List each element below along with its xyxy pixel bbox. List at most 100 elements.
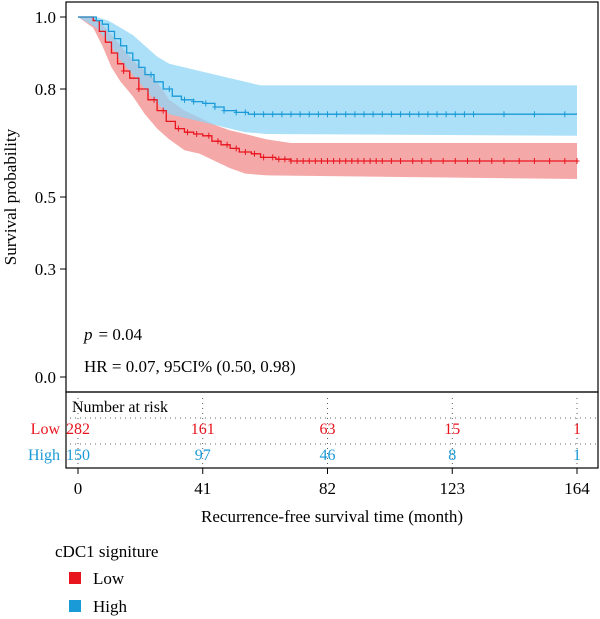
censor-mark-low (428, 158, 434, 164)
censor-mark-low (306, 158, 312, 164)
censor-mark-high (306, 111, 312, 118)
risk-count: 150 (66, 447, 90, 464)
confidence-bands (78, 17, 577, 179)
censor-mark-low (160, 107, 166, 114)
y-tick-label: 0.3 (35, 260, 56, 279)
censor-mark-low (379, 158, 385, 164)
p-value-annotation: p = 0.04 (83, 325, 143, 344)
censor-mark-low (325, 158, 330, 164)
censor-mark-low (489, 158, 495, 164)
censor-mark-low (121, 68, 127, 74)
y-axis-ticks: 0.0 0.3 0.5 0.8 1.0 (35, 8, 66, 387)
hr-annotation: HR = 0.07, 95CI% (0.50, 0.98) (84, 357, 296, 376)
risk-count: 97 (195, 447, 211, 464)
censor-mark-low (185, 129, 191, 136)
censor-mark-low (251, 150, 257, 157)
censor-mark-high (242, 109, 248, 116)
risk-count: 1 (573, 421, 581, 438)
censor-mark-low (331, 158, 337, 164)
censor-mark-high (270, 111, 276, 118)
censor-mark-low (136, 86, 142, 92)
risk-count: 1 (573, 447, 581, 464)
censor-mark-low (452, 158, 458, 164)
censor-mark-high (181, 96, 187, 103)
legend-swatch-high (69, 600, 81, 612)
censor-mark-low (516, 158, 522, 164)
band-low (78, 17, 577, 179)
censor-mark-low (282, 156, 288, 163)
censor-mark-high (398, 111, 404, 118)
censor-mark-low (294, 158, 300, 164)
risk-table: Number at risk Low 282 161 63 15 1 High 150 97 46… (28, 391, 599, 469)
censor-mark-low (300, 158, 306, 164)
censor-mark-high (471, 111, 477, 118)
censor-mark-low (419, 158, 425, 164)
censor-mark-low (398, 158, 404, 164)
risk-table-title: Number at risk (72, 399, 168, 416)
censor-mark-low (367, 158, 373, 164)
censor-mark-high (443, 111, 449, 118)
risk-count: 46 (320, 447, 336, 464)
censor-mark-low (261, 154, 267, 161)
censor-mark-high (352, 111, 358, 118)
censor-mark-high (501, 111, 507, 118)
risk-table-guides (70, 398, 598, 466)
x-tick-label: 164 (564, 479, 590, 498)
censor-mark-high (370, 111, 376, 118)
censor-mark-high (191, 98, 197, 105)
censor-mark-high (166, 86, 172, 92)
censor-mark-low (547, 158, 553, 164)
risk-count: 15 (444, 421, 460, 438)
band-high (78, 17, 577, 136)
censor-mark-low (343, 158, 349, 164)
censor-mark-high (325, 111, 330, 118)
censor-mark-low (440, 158, 446, 164)
censor-mark-low (531, 158, 537, 164)
censor-mark-high (434, 111, 440, 118)
censor-mark-high (562, 111, 568, 118)
censor-mark-low (574, 158, 580, 164)
censor-mark-low (242, 149, 248, 155)
x-axis-ticks: 0 41 82 123 164 (74, 468, 590, 498)
risk-table-rows: Low 282 161 63 15 1 High 150 97 46 8 1 (28, 421, 581, 464)
censor-mark-low (477, 158, 483, 164)
censor-mark-high (297, 111, 303, 118)
y-axis-label: Survival probability (1, 128, 20, 265)
censor-mark-low (501, 158, 507, 164)
censor-mark-low (270, 154, 276, 161)
risk-count: 8 (448, 447, 456, 464)
risk-table-frame (65, 391, 599, 469)
censor-mark-low (355, 158, 361, 164)
censor-mark-low (276, 156, 282, 163)
censor-mark-low (288, 158, 294, 164)
x-tick-label: 41 (194, 479, 211, 498)
censor-mark-low (233, 145, 239, 152)
x-tick-label: 82 (319, 479, 336, 498)
censor-mark-low (349, 158, 355, 164)
censor-mark-high (461, 111, 467, 118)
censor-mark-high (334, 111, 340, 118)
censor-mark-high (425, 111, 431, 118)
censor-mark-low (215, 138, 221, 145)
censor-mark-low (373, 158, 379, 164)
curve-low (78, 16, 577, 162)
censor-mark-high (388, 111, 394, 118)
censor-mark-high (203, 100, 209, 107)
censor-mark-high (315, 111, 321, 118)
censor-mark-low (361, 158, 367, 164)
legend-entries: Low High (69, 569, 128, 616)
censor-mark-high (279, 111, 285, 118)
censor-mark-high (379, 111, 385, 118)
legend: cDC1 signiture Low High (55, 542, 158, 616)
censor-mark-high (343, 111, 349, 118)
risk-count: 63 (320, 421, 336, 438)
censor-mark-high (416, 111, 422, 118)
censor-mark-low (194, 131, 200, 137)
censor-mark-high (407, 111, 413, 118)
censor-mark-low (318, 158, 324, 164)
y-tick-label: 0.8 (35, 80, 56, 99)
legend-label-low: Low (93, 569, 125, 588)
censor-mark-high (233, 109, 239, 116)
censor-mark-high (288, 111, 294, 118)
